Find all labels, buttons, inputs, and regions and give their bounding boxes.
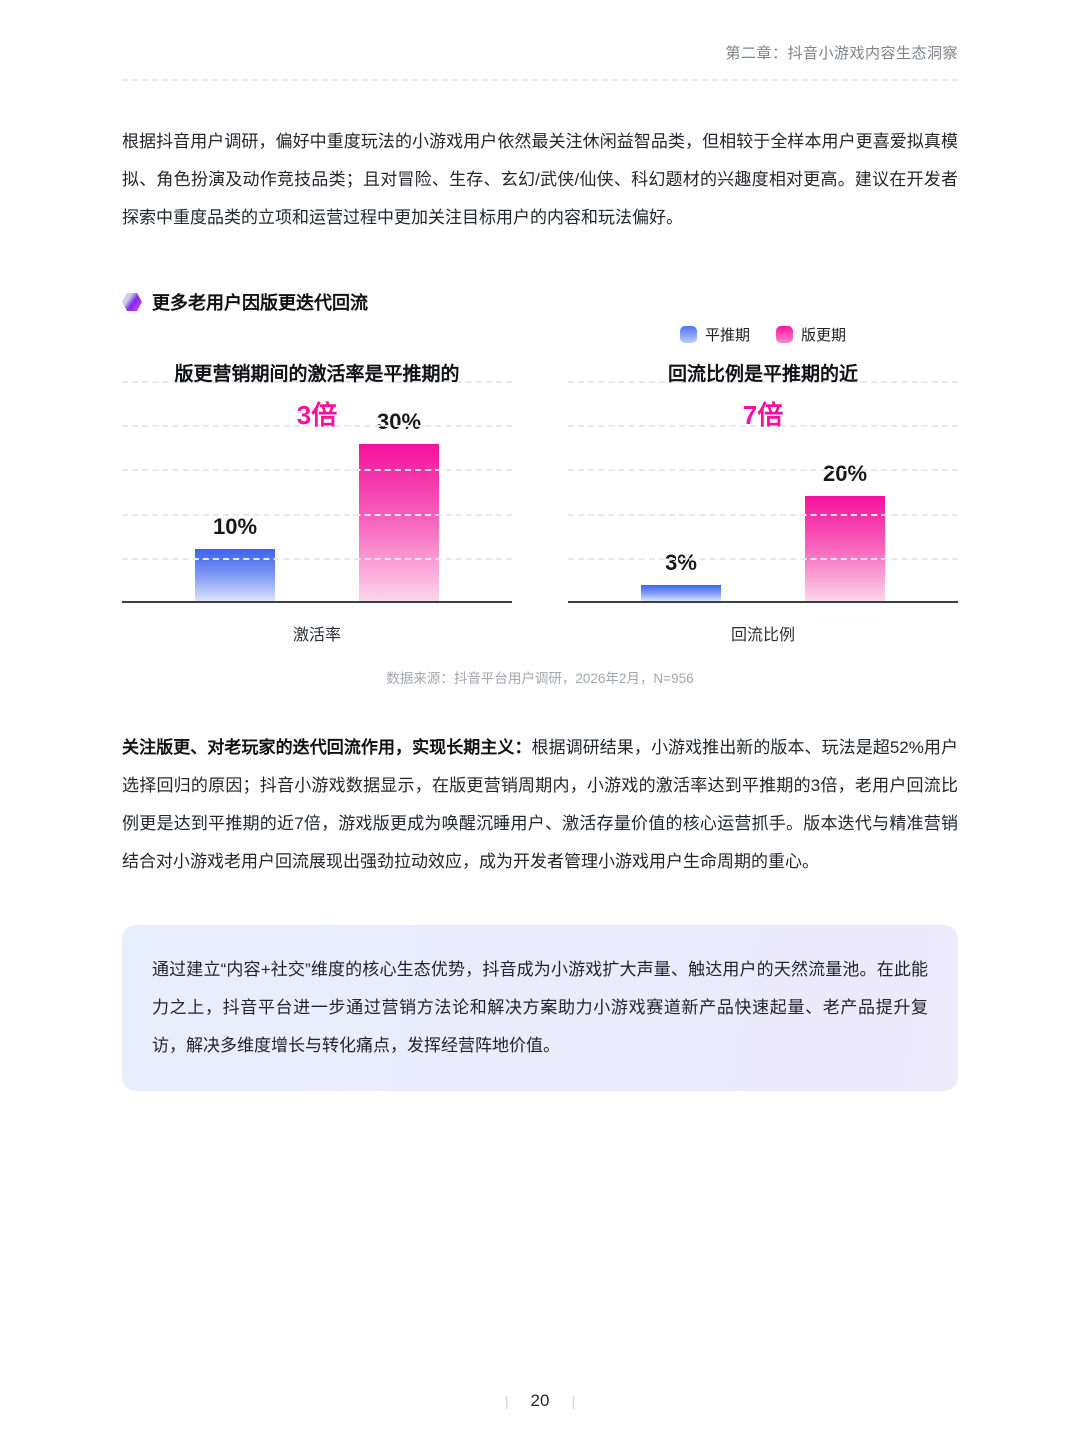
chart-title: 版更营销期间的激活率是平推期的	[174, 364, 460, 385]
gem-icon	[122, 293, 142, 311]
x-axis-label: 回流比例	[730, 627, 795, 644]
gridline	[122, 425, 512, 427]
gridline	[122, 381, 512, 383]
legend-item: 版更期	[775, 324, 846, 345]
bar-value-label: 30%	[376, 408, 422, 434]
multiplier-callout: 7倍	[742, 400, 784, 430]
return-ratio-chart: 回流比例是平推期的近 7倍 3% 20% 回流比例	[568, 353, 958, 645]
page-number: 20	[530, 1391, 550, 1410]
bar-value-label: 3%	[665, 550, 697, 576]
x-axis-line	[568, 601, 958, 603]
x-axis-label: 激活率	[292, 627, 341, 644]
bars-container: 3% 20%	[568, 373, 958, 601]
bar-group-平推期: 10%	[195, 513, 275, 601]
gridline	[122, 514, 512, 516]
bar-版更期	[359, 443, 439, 601]
legend-swatch-icon	[679, 325, 697, 343]
chart-title: 回流比例是平推期的近	[667, 364, 858, 385]
bar-group-版更期: 30%	[359, 408, 439, 601]
gridline	[568, 425, 958, 427]
data-source-note: 数据来源：抖音平台用户调研，2026年2月，N=956	[386, 671, 694, 686]
header-divider	[122, 79, 958, 81]
gridline	[122, 469, 512, 471]
section-title: 更多老用户因版更迭代回流	[152, 293, 368, 313]
analysis-paragraph-body: 根据调研结果，小游戏推出新的版本、玩法是超52%用户选择回归的原因；抖音小游戏数…	[122, 738, 958, 871]
legend-label: 版更期	[800, 326, 846, 344]
chapter-header: 第二章：抖音小游戏内容生态洞察	[725, 45, 958, 62]
x-axis-line	[122, 601, 512, 603]
gridline	[568, 558, 958, 560]
section-header: 更多老用户因版更迭代回流	[122, 289, 958, 315]
gridline	[568, 514, 958, 516]
bar-平推期	[195, 548, 275, 601]
legend-label: 平推期	[704, 326, 750, 344]
bar-group-版更期: 20%	[805, 461, 885, 601]
footer-left-tick: |	[504, 1393, 509, 1409]
analysis-paragraph-lead: 关注版更、对老玩家的迭代回流作用，实现长期主义：	[122, 738, 532, 757]
legend-swatch-icon	[775, 325, 793, 343]
footer-right-tick: |	[571, 1393, 576, 1409]
analysis-paragraph: 关注版更、对老玩家的迭代回流作用，实现长期主义：根据调研结果，小游戏推出新的版本…	[122, 729, 958, 881]
activation-rate-chart: 版更营销期间的激活率是平推期的 3倍 10% 30% 激活率	[122, 353, 512, 645]
page-footer: | 20 |	[0, 1391, 1080, 1411]
gridline	[122, 558, 512, 560]
gridline	[568, 381, 958, 383]
chart-legend: 平推期 版更期	[122, 321, 958, 347]
multiplier-callout: 3倍	[296, 400, 338, 430]
intro-paragraph: 根据抖音用户调研，偏好中重度玩法的小游戏用户依然最关注休闲益智品类，但相较于全样…	[122, 132, 958, 227]
gridline	[568, 469, 958, 471]
bar-value-label: 20%	[822, 461, 868, 486]
plot-area: 3% 20%	[568, 373, 958, 603]
bar-value-label: 10%	[212, 513, 258, 539]
legend-item: 平推期	[679, 324, 750, 345]
plot-area: 10% 30%	[122, 373, 512, 603]
bar-版更期	[805, 496, 885, 601]
bar-平推期	[641, 585, 721, 601]
summary-callout: 通过建立“内容+社交”维度的核心生态优势，抖音成为小游戏扩大声量、触达用户的天然…	[122, 925, 958, 1091]
bar-group-平推期: 3%	[641, 550, 721, 601]
chart-section: 平推期 版更期 版更营销期间的激活率是平推期的 3倍 10% 30% 激活率 回流比…	[122, 321, 958, 687]
